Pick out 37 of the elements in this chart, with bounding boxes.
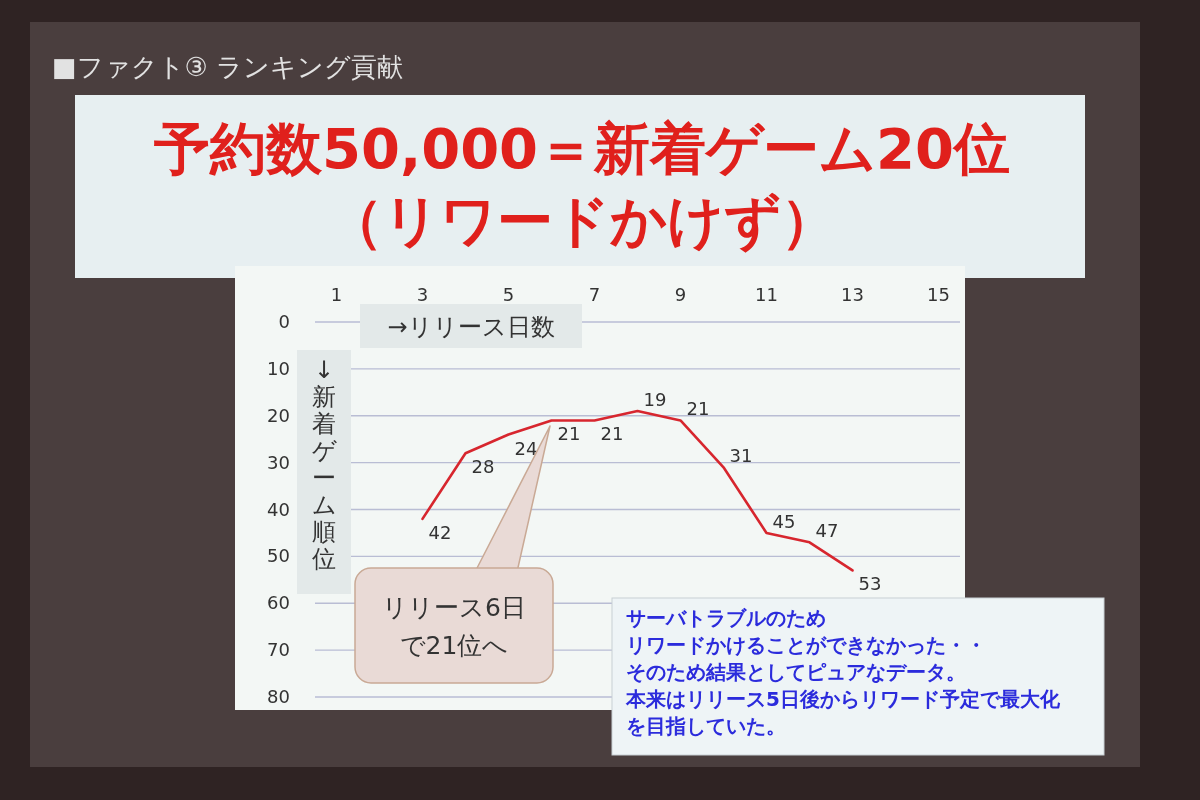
data-label: 45 (772, 510, 796, 532)
data-label: 21 (557, 423, 581, 445)
annotation: サーバトラブルのため (626, 606, 826, 630)
data-label: 28 (471, 456, 495, 478)
annotation: そのため結果としてピュアなデータ。 (626, 660, 966, 684)
y-tick-label: 70 (267, 639, 290, 661)
data-label: 31 (729, 445, 753, 467)
x-tick-label: 3 (416, 284, 429, 305)
y-tick-label: 20 (267, 404, 290, 426)
y-tick-label: 30 (267, 451, 290, 473)
annotation: 本来はリリース5日後からリワード予定で最大化を目指していた。 (625, 687, 1061, 738)
y-tick-label: 0 (278, 311, 290, 332)
x-tick-label: 9 (674, 284, 687, 305)
data-label: 53 (858, 573, 882, 595)
data-label: 42 (428, 521, 452, 543)
data-label: 21 (600, 423, 624, 445)
x-tick-label: 13 (841, 284, 864, 305)
y-tick-label: 10 (267, 357, 290, 379)
data-label: 21 (686, 398, 710, 420)
data-label: 24 (514, 437, 538, 459)
x-axis-title: →リリース日数 (387, 313, 555, 341)
x-tick-label: 11 (755, 284, 778, 305)
y-tick-label: 60 (267, 592, 290, 614)
x-tick-label: 1 (330, 284, 343, 305)
y-tick-label: 40 (267, 498, 290, 520)
y-axis-title: ↓新着ゲーム順位 (311, 356, 337, 573)
y-tick-label: 80 (267, 686, 290, 707)
chart-title: ■ファクト③ ランキング貢献 (52, 52, 404, 82)
annotation: リワードかけることができなかった・・ (626, 633, 986, 657)
chart-subtitle: 予約数50,000＝新着ゲーム20位（リワードかけず） (152, 116, 1011, 253)
data-label: 47 (815, 520, 839, 542)
annotation: リリース6日で21位へ (382, 593, 526, 660)
data-label: 19 (643, 389, 667, 411)
x-tick-label: 7 (588, 284, 601, 305)
x-tick-label: 5 (502, 284, 515, 305)
y-tick-label: 50 (267, 545, 290, 567)
x-tick-label: 15 (927, 284, 950, 305)
